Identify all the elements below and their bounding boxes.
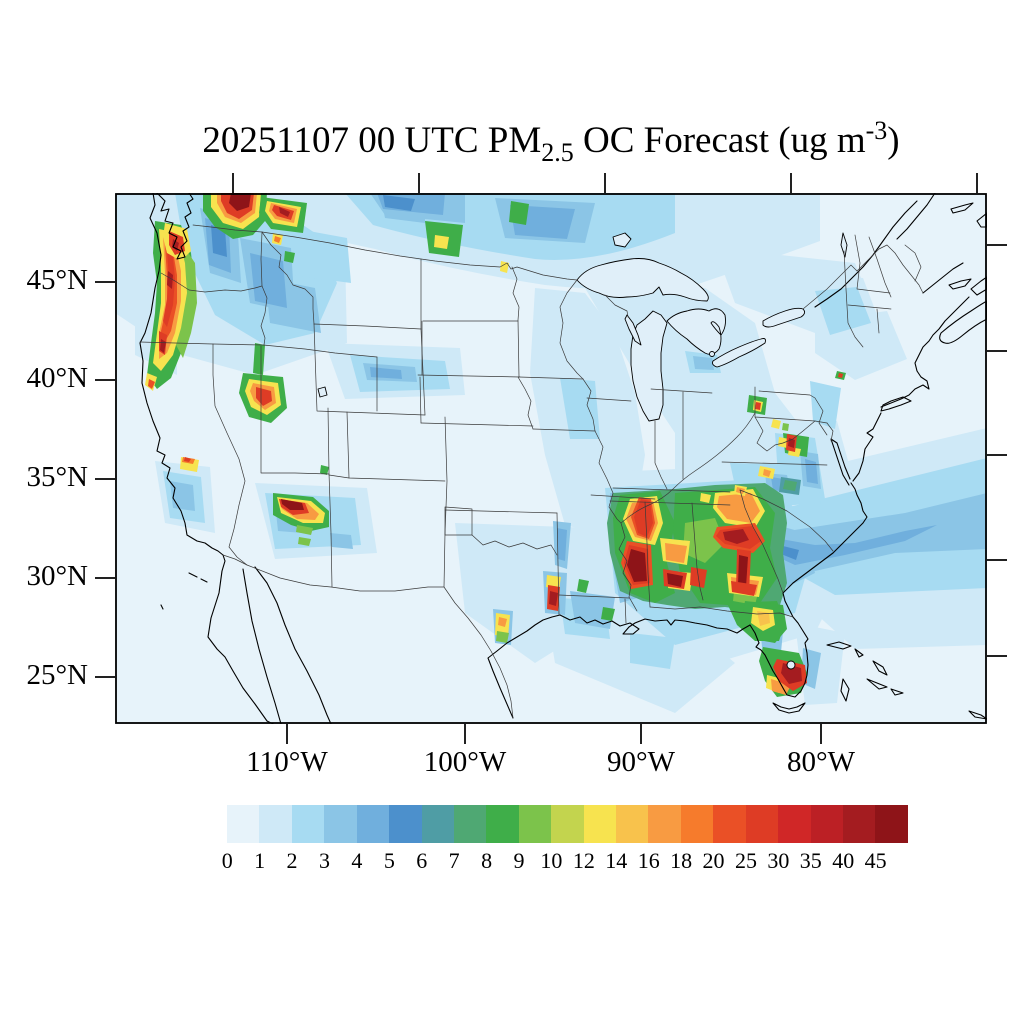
title-superscript: -3 — [865, 116, 888, 145]
colorbar-cell — [745, 805, 779, 843]
lat-tick-label: 45°N — [26, 264, 88, 296]
colorbar-tick-label: 30 — [767, 848, 790, 873]
lon-tick-label: 90°W — [607, 746, 675, 778]
title-subscript: 2.5 — [541, 138, 574, 167]
colorbar-cell — [616, 805, 649, 843]
lat-tick-label: 35°N — [26, 461, 88, 493]
colorbar-cell — [291, 805, 325, 843]
colorbar-cell — [583, 805, 617, 843]
colorbar — [227, 805, 908, 843]
lon-tick-bottom — [820, 724, 822, 744]
lat-tick-label: 40°N — [26, 362, 88, 394]
colorbar-cell — [486, 805, 519, 843]
colorbar-cell — [227, 805, 260, 843]
colorbar-tick-label: 5 — [383, 848, 395, 873]
lat-tick-right — [987, 350, 1007, 352]
lon-tick-top — [790, 173, 792, 193]
colorbar-cell — [518, 805, 552, 843]
forecast-map — [115, 193, 987, 724]
lakes — [317, 232, 848, 670]
colorbar-tick-label: 14 — [605, 848, 628, 873]
colorbar-tick-label: 45 — [864, 848, 887, 873]
coastline — [139, 193, 987, 724]
lon-tick-bottom — [286, 724, 288, 744]
colorbar-cell — [324, 805, 357, 843]
lon-tick-top — [418, 173, 420, 193]
colorbar-labels: 0 1 2 3 4 5 6 7 8 9 10 12 14 16 18 20 25 30 35 40 45 — [211, 848, 914, 874]
colorbar-cell — [648, 805, 681, 843]
colorbar-cell — [453, 805, 487, 843]
colorbar-cell — [778, 805, 811, 843]
lat-tick-label: 30°N — [26, 560, 88, 592]
lon-tick-top — [604, 173, 606, 193]
colorbar-tick-label: 18 — [670, 848, 693, 873]
lon-tick-label: 80°W — [787, 746, 855, 778]
lat-tick-left — [95, 379, 115, 381]
colorbar-tick-label: 25 — [734, 848, 757, 873]
colorbar-cell — [713, 805, 746, 843]
state-borders — [139, 224, 924, 719]
colorbar-cell — [843, 805, 876, 843]
lat-tick-left — [95, 577, 115, 579]
colorbar-cell — [389, 805, 422, 843]
colorbar-tick-label: 35 — [799, 848, 822, 873]
lon-tick-label: 100°W — [423, 746, 507, 778]
colorbar-tick-label: 10 — [540, 848, 563, 873]
colorbar-tick-label: 40 — [832, 848, 855, 873]
colorbar-cell — [259, 805, 292, 843]
colorbar-cell — [680, 805, 714, 843]
title-prefix: 20251107 00 UTC PM — [202, 120, 542, 161]
colorbar-cell — [356, 805, 390, 843]
page-title: 20251107 00 UTC PM2.5 OC Forecast (ug m-… — [115, 116, 987, 168]
lat-tick-left — [95, 676, 115, 678]
lon-tick-bottom — [640, 724, 642, 744]
colorbar-tick-label: 4 — [351, 848, 363, 873]
lat-tick-left — [95, 281, 115, 283]
colorbar-tick-label: 7 — [448, 848, 460, 873]
colorbar-tick-label: 0 — [221, 848, 233, 873]
colorbar-tick-label: 8 — [481, 848, 493, 873]
colorbar-cell — [551, 805, 584, 843]
colorbar-tick-label: 9 — [513, 848, 525, 873]
colorbar-tick-label: 1 — [254, 848, 266, 873]
colorbar-tick-label: 16 — [637, 848, 660, 873]
lat-tick-right — [987, 559, 1007, 561]
lat-tick-label: 25°N — [26, 659, 88, 691]
lon-tick-label: 110°W — [246, 746, 328, 778]
title-middle: OC Forecast (ug m — [573, 120, 866, 161]
lat-tick-right — [987, 244, 1007, 246]
colorbar-tick-label: 20 — [702, 848, 725, 873]
colorbar-tick-label: 3 — [318, 848, 330, 873]
lon-tick-bottom — [464, 724, 466, 744]
lat-tick-right — [987, 655, 1007, 657]
map-frame — [115, 193, 987, 724]
lon-tick-top — [976, 173, 978, 193]
colorbar-cell — [421, 805, 454, 843]
lat-tick-right — [987, 454, 1007, 456]
colorbar-tick-label: 12 — [572, 848, 595, 873]
colorbar-cell — [875, 805, 908, 843]
colorbar-tick-label: 2 — [286, 848, 298, 873]
lon-tick-top — [232, 173, 234, 193]
title-suffix: ) — [887, 120, 900, 161]
colorbar-tick-label: 6 — [416, 848, 428, 873]
colorbar-cell — [810, 805, 844, 843]
lat-tick-left — [95, 478, 115, 480]
hotspot-plumes — [145, 193, 846, 697]
